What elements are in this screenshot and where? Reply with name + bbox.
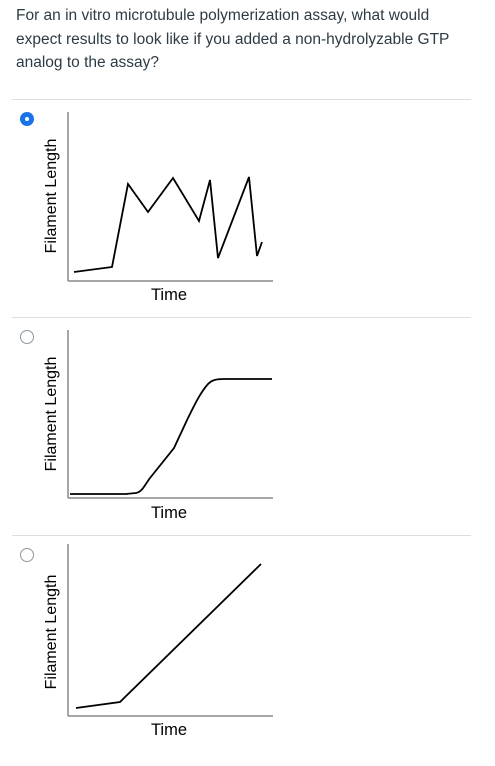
data-curve xyxy=(73,176,263,273)
y-axis-label: Filament Length xyxy=(43,357,60,472)
divider xyxy=(12,535,471,536)
data-curve xyxy=(70,378,272,495)
divider xyxy=(12,317,471,318)
answer-option-3[interactable]: Filament Length Time xyxy=(0,536,495,752)
y-axis-label: Filament Length xyxy=(43,575,60,690)
graph-option-2: Filament Length Time xyxy=(43,330,273,522)
radio-option-3[interactable] xyxy=(20,548,34,562)
answer-option-1[interactable]: Filament Length Time xyxy=(0,100,495,316)
x-axis-label: Time xyxy=(151,504,187,522)
answer-option-2[interactable]: Filament Length Time xyxy=(0,318,495,534)
graph-option-1: Filament Length Time xyxy=(43,112,273,304)
divider xyxy=(12,99,471,100)
data-curve xyxy=(75,563,262,709)
x-axis-label: Time xyxy=(151,286,187,304)
question-text: For an in vitro microtubule polymerizati… xyxy=(16,7,450,71)
radio-option-1[interactable] xyxy=(20,112,34,126)
y-axis-label: Filament Length xyxy=(43,139,60,254)
x-axis-label: Time xyxy=(151,721,187,739)
radio-option-2[interactable] xyxy=(20,330,34,344)
graph-option-3: Filament Length Time xyxy=(43,544,273,739)
